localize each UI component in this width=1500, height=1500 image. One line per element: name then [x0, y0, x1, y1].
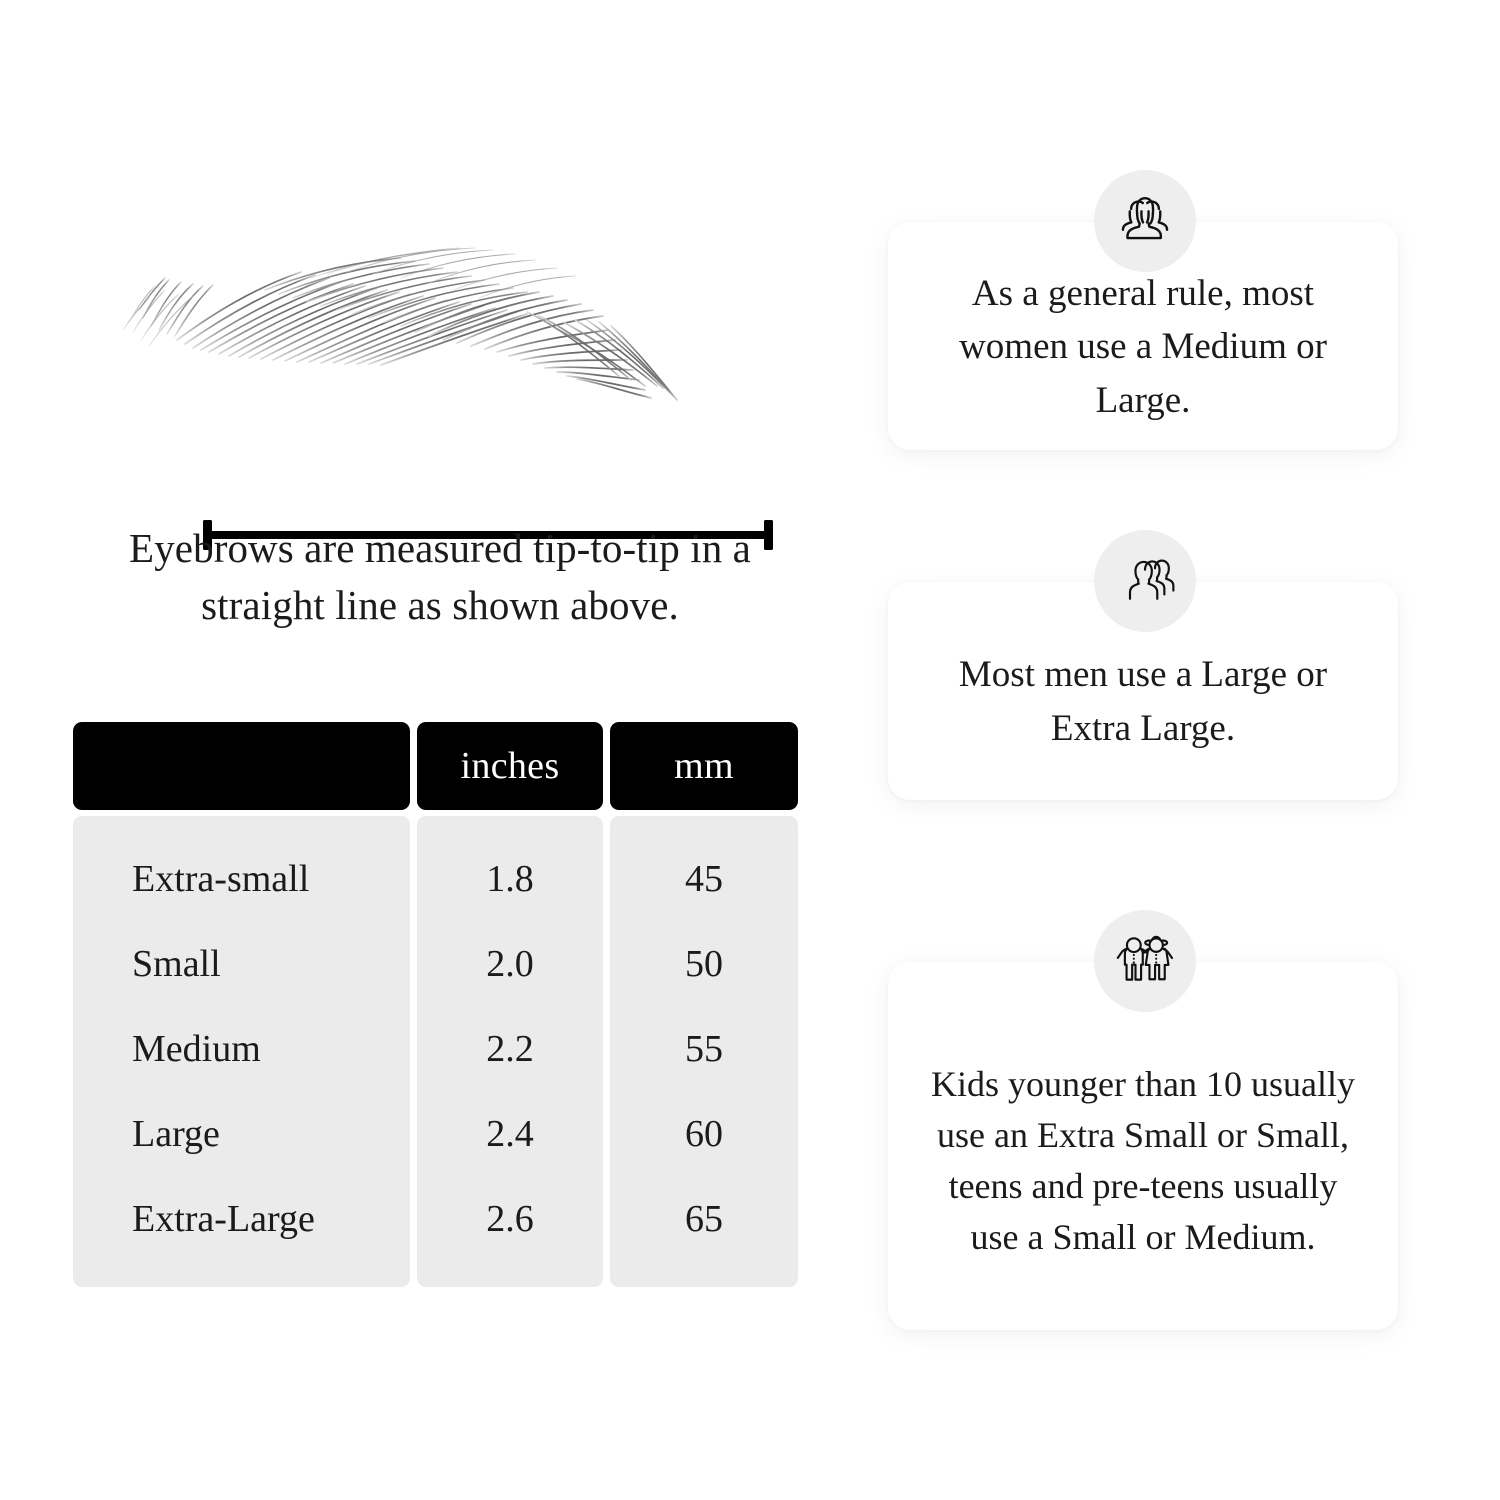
table-row: Medium: [132, 1027, 261, 1070]
table-cell-inches: 2.4: [486, 1112, 534, 1155]
men-group-icon: [1094, 530, 1196, 632]
table-column-size: Extra-small Small Medium Large Extra-Lar…: [73, 816, 410, 1287]
eyebrow-figure: [115, 230, 773, 550]
card-body-women: As a general rule, most women use a Medi…: [888, 222, 1398, 450]
size-table: inches mm Extra-small Small Medium Large…: [73, 722, 808, 1287]
recommendation-cards: As a general rule, most women use a Medi…: [860, 150, 1440, 1370]
measurement-caption: Eyebrows are measured tip-to-tip in a st…: [129, 525, 751, 629]
table-row: Extra-Large: [132, 1197, 315, 1240]
table-header-inches: inches: [417, 722, 603, 810]
table-cell-inches: 2.2: [486, 1027, 534, 1070]
table-cell-mm: 45: [685, 857, 723, 900]
table-cell-mm: 55: [685, 1027, 723, 1070]
women-group-icon: [1094, 170, 1196, 272]
eyebrow-illustration: [122, 247, 678, 401]
table-header-row: inches mm: [73, 722, 808, 810]
card-text-women: As a general rule, most women use a Medi…: [959, 272, 1327, 421]
table-row: Small: [132, 942, 221, 985]
table-cell-inches: 2.6: [486, 1197, 534, 1240]
card-text-kids: Kids younger than 10 usually use an Extr…: [931, 1063, 1355, 1258]
table-column-inches: 1.8 2.0 2.2 2.4 2.6: [417, 816, 603, 1287]
table-cell-mm: 60: [685, 1112, 723, 1155]
card-text-men: Most men use a Large or Extra Large.: [958, 654, 1328, 749]
table-body: Extra-small Small Medium Large Extra-Lar…: [73, 816, 808, 1287]
children-icon: [1094, 910, 1196, 1012]
table-cell-mm: 65: [685, 1197, 723, 1240]
card-kids: Kids younger than 10 usually use an Extr…: [860, 910, 1430, 1340]
measurement-panel: Eyebrows are measured tip-to-tip in a st…: [60, 150, 820, 1350]
table-header-mm: mm: [610, 722, 798, 810]
card-women: As a general rule, most women use a Medi…: [860, 170, 1430, 470]
table-column-mm: 45 50 55 60 65: [610, 816, 798, 1287]
card-men: Most men use a Large or Extra Large.: [860, 530, 1430, 820]
card-body-kids: Kids younger than 10 usually use an Extr…: [888, 962, 1398, 1330]
table-cell-inches: 1.8: [486, 857, 534, 900]
table-row: Large: [132, 1112, 220, 1155]
table-cell-mm: 50: [685, 942, 723, 985]
table-header-size: [73, 722, 410, 810]
table-row: Extra-small: [132, 857, 310, 900]
tip-to-tip-measurement-bar: [203, 520, 773, 550]
table-cell-inches: 2.0: [486, 942, 534, 985]
